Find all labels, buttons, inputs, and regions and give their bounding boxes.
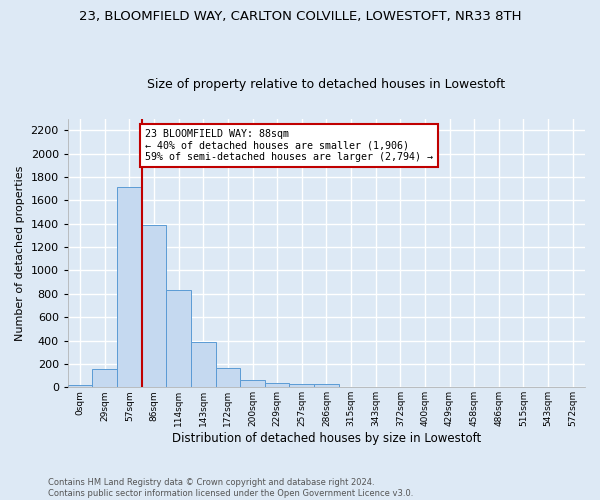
Bar: [240, 380, 265, 388]
Bar: [142, 225, 166, 388]
Bar: [191, 342, 215, 388]
Title: Size of property relative to detached houses in Lowestoft: Size of property relative to detached ho…: [148, 78, 505, 91]
Bar: [92, 369, 117, 388]
Text: 23, BLOOMFIELD WAY, CARLTON COLVILLE, LOWESTOFT, NR33 8TH: 23, BLOOMFIELD WAY, CARLTON COLVILLE, LO…: [79, 10, 521, 23]
Bar: [265, 383, 289, 388]
Text: Contains HM Land Registry data © Crown copyright and database right 2024.
Contai: Contains HM Land Registry data © Crown c…: [48, 478, 413, 498]
Y-axis label: Number of detached properties: Number of detached properties: [15, 165, 25, 340]
Bar: [166, 290, 191, 388]
Bar: [215, 368, 240, 388]
X-axis label: Distribution of detached houses by size in Lowestoft: Distribution of detached houses by size …: [172, 432, 481, 445]
Bar: [68, 385, 92, 388]
Bar: [289, 384, 314, 388]
Text: 23 BLOOMFIELD WAY: 88sqm
← 40% of detached houses are smaller (1,906)
59% of sem: 23 BLOOMFIELD WAY: 88sqm ← 40% of detach…: [145, 129, 433, 162]
Bar: [117, 188, 142, 388]
Bar: [314, 384, 339, 388]
